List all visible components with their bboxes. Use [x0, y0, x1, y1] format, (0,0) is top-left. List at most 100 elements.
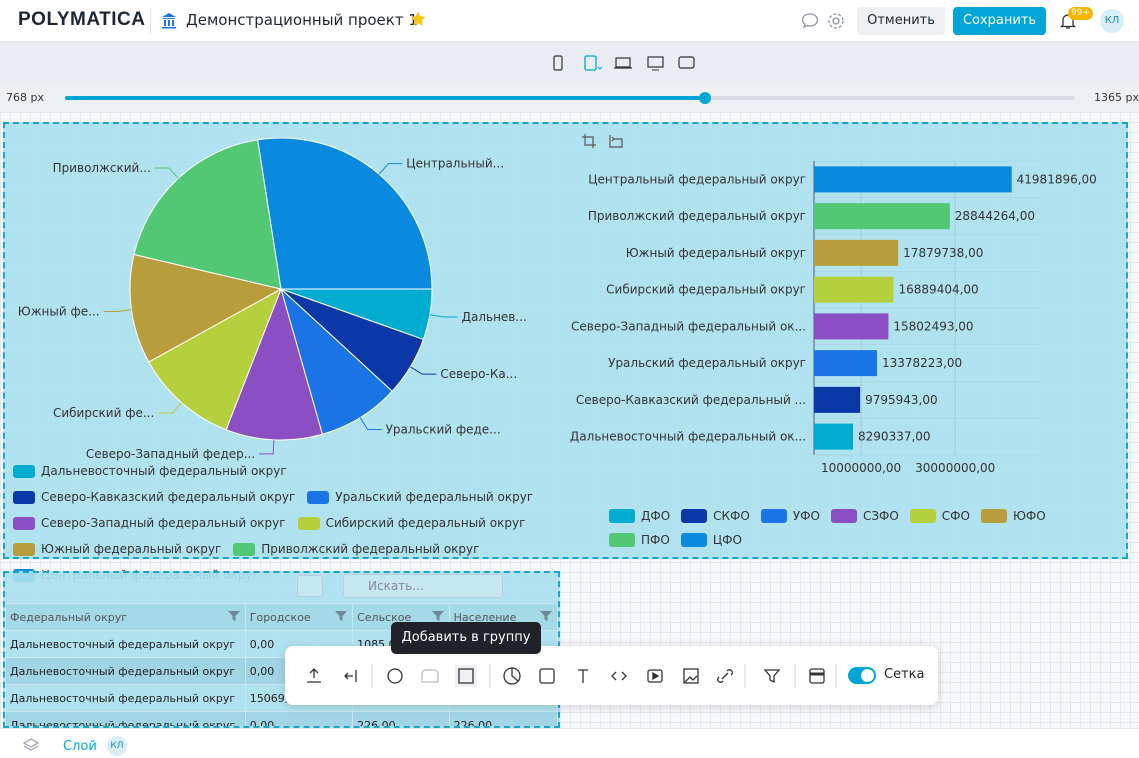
comments-icon[interactable] — [800, 11, 820, 31]
user-avatar[interactable]: КЛ — [1100, 9, 1124, 33]
legend-swatch — [13, 542, 35, 556]
value-label: 9795943,00 — [865, 393, 938, 407]
column-title: Население — [453, 610, 517, 624]
bar — [814, 350, 877, 377]
leader-line — [259, 439, 275, 455]
legend-label: ЮФО — [1012, 509, 1046, 523]
filter-icon[interactable] — [227, 609, 241, 623]
legend-swatch — [297, 516, 320, 530]
legend-swatch — [681, 509, 708, 523]
y-tick-label: Северо-Кавказский федеральный ... — [576, 393, 806, 407]
bar — [814, 239, 899, 266]
legend-label: Северо-Западный федеральный округ — [41, 516, 286, 530]
slice-label: Южный фе... — [18, 305, 100, 319]
y-tick-label: Дальневосточный федеральный ок... — [570, 430, 806, 444]
column-title: Сельское — [357, 610, 412, 624]
notification-badge: 99+ — [1068, 7, 1093, 20]
legend-item: Сибирский федеральный округ — [297, 510, 525, 536]
table-row: Дальневосточный федеральный округ 0,00 226… — [5, 711, 558, 726]
y-tick-label: Сибирский федеральный округ — [606, 283, 806, 297]
column-title: Городское — [249, 610, 311, 624]
column-title: Федеральный округ — [10, 610, 128, 624]
y-tick-label: Приволжский федеральный округ — [588, 209, 806, 223]
legend-label: УФО — [792, 509, 820, 523]
leader-line — [378, 163, 403, 175]
legend-label: Дальневосточный федеральный округ — [41, 464, 287, 478]
legend-swatch — [980, 509, 1007, 523]
value-label: 17879738,00 — [903, 246, 983, 260]
legend-swatch — [609, 533, 635, 547]
table-widget[interactable]: Искать... Федеральный округ Городское Сель… — [3, 571, 560, 728]
export-button[interactable] — [297, 575, 323, 597]
legend-item: УФО — [760, 504, 820, 528]
legend-item: СФО — [909, 504, 970, 528]
slice-label: Уральский феде... — [386, 422, 501, 436]
filter-icon[interactable] — [334, 609, 348, 623]
table-cell: Дальневосточный федеральный округ — [5, 630, 246, 658]
leader-line — [154, 167, 179, 179]
filter-icon[interactable] — [431, 609, 445, 623]
header-row: Федеральный округ Городское Сельское Населе… — [5, 603, 558, 631]
save-button[interactable]: Сохранить — [953, 7, 1046, 35]
layer-user: КЛ — [107, 736, 127, 756]
layer-tab[interactable]: Слой — [63, 739, 97, 754]
value-label: 8290337,00 — [858, 430, 931, 444]
column-header: Федеральный округ — [5, 603, 246, 631]
bar — [814, 203, 950, 230]
width-slider-row: 768 px 1365 px — [0, 83, 1139, 112]
value-label: 13378223,00 — [882, 356, 962, 370]
legend-item: Южный федеральный округ — [13, 536, 221, 562]
legend-item: ДФО — [609, 504, 670, 528]
filter-icon[interactable] — [539, 609, 553, 623]
legend-label: ЦФО — [712, 533, 742, 547]
grid-toggle[interactable] — [848, 667, 876, 684]
x-tick-label: 10000000,00 — [821, 461, 901, 475]
leader-line — [410, 366, 437, 375]
leader-line — [158, 402, 182, 414]
legend-swatch — [13, 490, 35, 504]
footer: Слой КЛ — [0, 728, 1139, 758]
bar — [814, 276, 894, 303]
table-cell: Дальневосточный федеральный округ — [5, 684, 246, 712]
value-label: 28844264,00 — [955, 209, 1035, 223]
pie-slice — [133, 139, 282, 290]
settings-icon[interactable] — [826, 11, 846, 31]
layers-icon[interactable] — [22, 737, 40, 753]
widget-actions[interactable] — [581, 132, 625, 150]
y-tick-label: Северо-Западный федеральный ок... — [571, 319, 806, 333]
legend-label: СКФО — [713, 509, 750, 523]
legend-label: СФО — [941, 509, 970, 523]
cancel-button[interactable]: Отменить — [857, 7, 945, 35]
favorite-star[interactable] — [409, 10, 427, 28]
pie-slice — [129, 253, 283, 363]
legend-swatch — [307, 490, 330, 504]
legend-item: СЗФО — [830, 504, 899, 528]
slice-label: Северо-Ка... — [440, 367, 517, 381]
bar — [814, 386, 861, 413]
charts: Дальнев... Северо-Ка... Уральский феде... С… — [18, 137, 1097, 475]
pie-slice — [257, 137, 433, 290]
toolbar: Сетка — [285, 646, 938, 705]
toolbar-icons[interactable] — [285, 646, 845, 705]
legend-swatch — [13, 464, 35, 478]
legend-swatch — [760, 509, 787, 523]
device-icons[interactable] — [548, 54, 708, 74]
slider-max-label: 1365 px — [1094, 91, 1139, 104]
bar — [814, 166, 1012, 193]
slice-label: Приволжский... — [53, 161, 151, 175]
project-title: Демонстрационный проект 1 — [186, 11, 418, 29]
legend-item: ЦФО — [680, 528, 742, 552]
legend-item: Уральский федеральный округ — [307, 484, 533, 510]
legend-label: ПФО — [641, 533, 670, 547]
top-bar: POLYMATICA Демонстрационный проект 1 Отм… — [0, 0, 1139, 42]
y-tick-label: Южный федеральный округ — [626, 246, 806, 260]
table-cell: 0,00 — [244, 711, 354, 726]
table-cell: 226,00 — [448, 711, 558, 726]
slider-thumb[interactable] — [699, 92, 711, 104]
value-label: 41981896,00 — [1017, 172, 1097, 186]
table-cell: 226,00 — [352, 711, 450, 726]
pie-slice — [148, 287, 282, 431]
tooltip: Добавить в группу — [391, 622, 541, 654]
bar-legend: ДФО СКФО УФО СЗФО СФО ЮФО ПФО ЦФО — [609, 504, 1109, 552]
search-input[interactable]: Искать... — [343, 574, 503, 598]
